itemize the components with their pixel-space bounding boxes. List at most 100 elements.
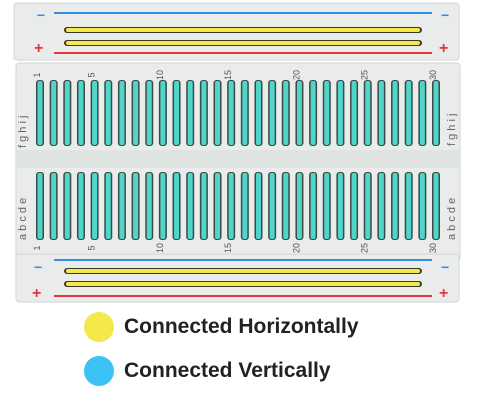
row-letters-top-left: f g h i j (17, 116, 29, 148)
rail-top-yellow-strip (66, 28, 420, 32)
legend-item-vertical: Connected Vertically (84, 355, 444, 387)
legend-label-vertical: Connected Vertically (124, 359, 331, 382)
top-column (201, 81, 207, 145)
bottom-column (78, 173, 84, 239)
bottom-column (392, 173, 398, 239)
bottom-column (64, 173, 70, 239)
top-column (296, 81, 302, 145)
rail-bottom-yellow-strip (66, 282, 420, 286)
bottom-column (283, 173, 289, 239)
top-column (146, 81, 152, 145)
rail-top-yellow-strip (66, 41, 420, 45)
top-column-number: 15 (223, 70, 233, 80)
top-column (283, 81, 289, 145)
top-column (365, 81, 371, 145)
rail-bottom-minus-left: − (34, 259, 42, 275)
bottom-column (160, 173, 166, 239)
rail-top-plus-left: + (34, 40, 43, 57)
row-letters-top-right: f g h i j (446, 114, 458, 146)
center-channel (16, 150, 460, 168)
bottom-column (351, 173, 357, 239)
bottom-column (228, 173, 234, 239)
rail-top-plus-right: + (439, 40, 448, 57)
top-column (133, 81, 139, 145)
bottom-column (105, 173, 111, 239)
top-column (269, 81, 275, 145)
top-column (92, 81, 98, 145)
bottom-column-number: 20 (291, 243, 301, 253)
bottom-column (365, 173, 371, 239)
bottom-column (37, 173, 43, 239)
bottom-column-number: 15 (223, 243, 233, 253)
rail-bottom-minus-right: − (441, 259, 449, 275)
bottom-column-number: 5 (87, 245, 97, 250)
legend-label-horizontal: Connected Horizontally (124, 315, 359, 338)
bottom-column (433, 173, 439, 239)
bottom-column (92, 173, 98, 239)
top-column-number: 5 (87, 72, 97, 77)
bottom-column (51, 173, 57, 239)
top-column (64, 81, 70, 145)
yellow-dot-icon (84, 312, 114, 342)
top-column (337, 81, 343, 145)
top-column (51, 81, 57, 145)
rail-bottom-yellow-strip (66, 269, 420, 273)
top-column (419, 81, 425, 145)
bottom-column-number: 30 (428, 243, 438, 253)
top-column-number: 25 (360, 70, 370, 80)
terminal-area: 1 5 10 15 20 25 30 1 5 10 15 20 25 30 f g h i j f g … (15, 62, 461, 262)
bottom-column (187, 173, 193, 239)
top-column (378, 81, 384, 145)
bottom-column (337, 173, 343, 239)
top-column (174, 81, 180, 145)
bottom-column-number: 25 (360, 243, 370, 253)
top-column (433, 81, 439, 145)
bottom-column (310, 173, 316, 239)
bottom-column (119, 173, 125, 239)
bottom-column (174, 173, 180, 239)
power-rail-top: − + − + (13, 2, 460, 61)
legend-item-horizontal: Connected Horizontally (84, 311, 444, 343)
power-rail-bottom: − + − + (15, 253, 460, 303)
bottom-column (419, 173, 425, 239)
bottom-column (215, 173, 221, 239)
top-column (351, 81, 357, 145)
top-column-number: 10 (155, 70, 165, 80)
rail-top-minus-left: − (37, 7, 45, 23)
bottom-column-number: 10 (155, 243, 165, 253)
top-column (215, 81, 221, 145)
blue-dot-icon (84, 356, 114, 386)
top-column (119, 81, 125, 145)
bottom-column (201, 173, 207, 239)
top-column (105, 81, 111, 145)
top-column-number: 1 (32, 72, 42, 77)
bottom-column (133, 173, 139, 239)
top-column (37, 81, 43, 145)
rail-top-minus-right: − (441, 7, 449, 23)
top-column (310, 81, 316, 145)
top-column-number: 30 (428, 70, 438, 80)
top-column-number: 20 (291, 70, 301, 80)
top-column (242, 81, 248, 145)
top-column (392, 81, 398, 145)
top-column (228, 81, 234, 145)
bottom-column-number: 1 (32, 245, 42, 250)
top-column (255, 81, 261, 145)
rail-bottom-plus-right: + (439, 285, 448, 302)
top-column (187, 81, 193, 145)
breadboard: − + − + 1 5 10 15 20 25 30 1 5 10 15 20 25 30 f g h … (13, 2, 461, 303)
top-column (406, 81, 412, 145)
rail-bottom-plus-left: + (32, 285, 41, 302)
bottom-column (296, 173, 302, 239)
row-letters-bottom-left: a b c d e (17, 198, 29, 240)
bottom-column (146, 173, 152, 239)
top-column (78, 81, 84, 145)
bottom-column (255, 173, 261, 239)
bottom-column (242, 173, 248, 239)
bottom-column (269, 173, 275, 239)
top-column (324, 81, 330, 145)
top-column (160, 81, 166, 145)
bottom-column (324, 173, 330, 239)
row-letters-bottom-right: a b c d e (446, 198, 458, 240)
